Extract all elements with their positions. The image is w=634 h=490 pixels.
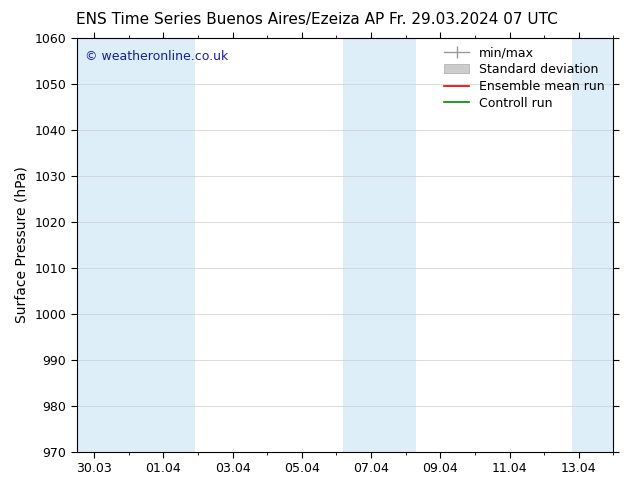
Bar: [77, 38, 171, 452]
Bar: [171, 38, 195, 452]
Bar: [361, 38, 416, 452]
Text: Fr. 29.03.2024 07 UTC: Fr. 29.03.2024 07 UTC: [389, 12, 558, 27]
Text: ENS Time Series Buenos Aires/Ezeiza AP: ENS Time Series Buenos Aires/Ezeiza AP: [76, 12, 384, 27]
Legend: min/max, Standard deviation, Ensemble mean run, Controll run: min/max, Standard deviation, Ensemble me…: [439, 42, 610, 115]
Y-axis label: Surface Pressure (hPa): Surface Pressure (hPa): [15, 166, 29, 323]
Bar: [344, 38, 361, 452]
Text: © weatheronline.co.uk: © weatheronline.co.uk: [85, 50, 228, 63]
Bar: [572, 38, 614, 452]
